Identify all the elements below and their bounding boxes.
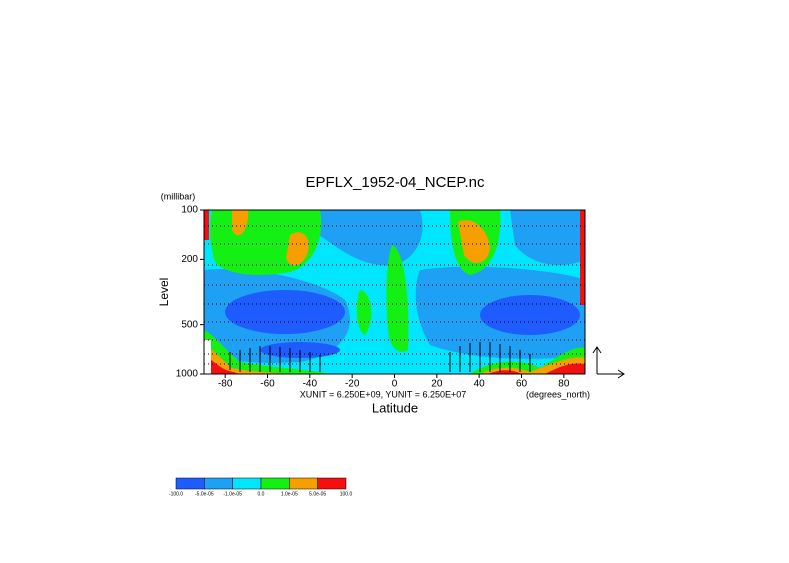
colorbar-swatch: [317, 477, 347, 490]
colorbar-label: -1.0e-05: [223, 491, 242, 497]
x-axis-label: Latitude: [372, 400, 418, 415]
contour-field: [204, 210, 585, 374]
colorbar-label: 5.0e-05: [309, 491, 326, 497]
colorbar-label: -100.0: [169, 491, 183, 497]
y-tick-label: 1000: [176, 369, 199, 380]
colorbar-label: 0.0: [258, 491, 265, 497]
y-axis-label: Level: [157, 278, 171, 307]
y-unit: (millibar): [161, 191, 196, 201]
colorbar-label: -5.0e-05: [195, 491, 214, 497]
x-tick-label: 40: [474, 379, 486, 390]
colorbar-label: 100.0: [340, 491, 353, 497]
y-tick-label: 500: [181, 319, 198, 330]
vector-scale: XUNIT = 6.250E+09, YUNIT = 6.250E+07: [300, 389, 467, 399]
x-tick-label: -40: [303, 379, 318, 390]
x-tick-label: -80: [218, 379, 233, 390]
x-tick-label: 20: [431, 379, 443, 390]
y-tick-label: 200: [181, 254, 198, 265]
y-tick-label: 100: [181, 205, 198, 216]
x-unit: (degrees_north): [526, 389, 590, 399]
colorbar-swatch: [289, 477, 318, 490]
colorbar-swatch: [204, 477, 233, 490]
x-tick-label: 60: [516, 379, 528, 390]
x-tick-label: 80: [558, 379, 570, 390]
x-tick-label: -20: [345, 379, 360, 390]
colorbar-swatch: [175, 477, 205, 490]
reference-vector: [592, 346, 625, 379]
colorbar-label: 1.0e-05: [281, 491, 298, 497]
colorbar-swatch: [232, 477, 262, 490]
x-tick-label: 0: [392, 379, 398, 390]
chart-title: EPFLX_1952-04_NCEP.nc: [305, 174, 485, 191]
colorbar-swatch: [260, 477, 290, 490]
x-tick-label: -60: [260, 379, 275, 390]
